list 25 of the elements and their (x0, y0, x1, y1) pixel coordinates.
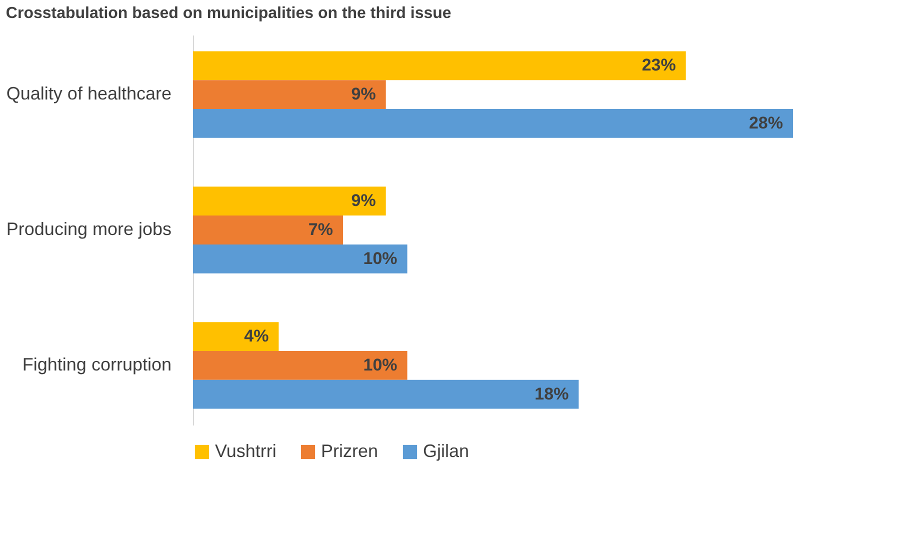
data-label: 23% (642, 56, 676, 75)
data-label: 28% (748, 113, 783, 132)
y-tick-label: Fighting corruption (22, 354, 172, 374)
data-label: 10% (363, 355, 398, 374)
data-label: 7% (308, 220, 333, 239)
bar (193, 380, 579, 409)
bar (193, 51, 686, 80)
bar (193, 216, 343, 244)
y-tick-label: Producing more jobs (6, 219, 172, 239)
chart-title: Crosstabulation based on municipalities on the third issue (6, 5, 452, 22)
data-label: 10% (363, 248, 398, 268)
bar (193, 322, 279, 351)
data-label: 18% (534, 384, 569, 404)
bar (193, 80, 386, 110)
legend-label: Gjilan (423, 441, 470, 461)
legend-label: Vushtrri (215, 441, 276, 461)
data-label: 9% (351, 84, 376, 104)
data-label: 4% (244, 326, 269, 346)
bar (193, 109, 793, 138)
bar (193, 350, 408, 380)
bar (193, 244, 408, 274)
y-tick-label: Quality of healthcare (6, 84, 172, 104)
data-label: 9% (351, 191, 376, 210)
bar (193, 186, 386, 216)
legend-label: Prizren (321, 441, 378, 461)
